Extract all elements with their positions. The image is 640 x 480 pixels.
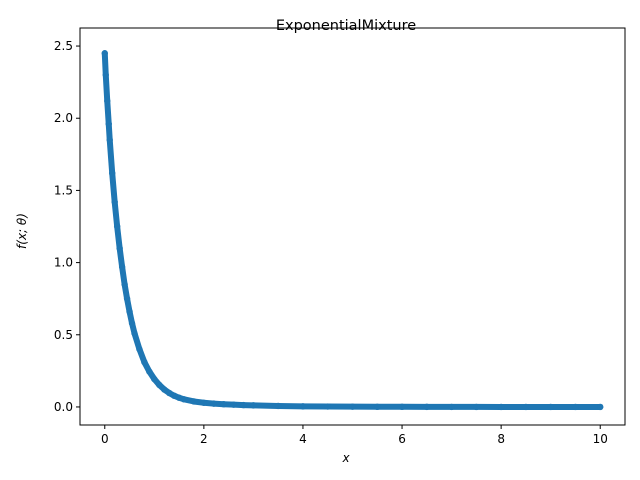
y-tick-label: 0.5 <box>54 328 73 342</box>
data-point <box>102 71 109 79</box>
data-point <box>109 169 116 177</box>
x-tick-label: 10 <box>593 432 608 446</box>
data-point <box>106 136 113 144</box>
data-point <box>180 396 188 403</box>
data-point <box>522 403 530 411</box>
x-axis-ticks: 0 2 4 6 8 10 <box>101 425 608 446</box>
data-point <box>104 97 111 105</box>
data-point <box>156 381 163 389</box>
series-line <box>101 50 604 410</box>
x-axis-label: x <box>341 451 350 465</box>
y-axis-label: f(x; θ) <box>15 213 29 249</box>
data-point <box>597 403 604 411</box>
data-point <box>448 403 455 411</box>
data-point <box>116 244 123 252</box>
data-point <box>349 403 356 410</box>
chart-title: ExponentialMixture <box>276 18 416 34</box>
data-point <box>141 359 148 366</box>
data-point <box>175 394 183 401</box>
data-point <box>165 389 173 397</box>
y-axis-ticks: 0.0 0.5 1.0 1.5 2.0 2.5 <box>54 39 80 414</box>
data-point <box>113 223 121 230</box>
data-point <box>111 198 118 206</box>
axes-frame <box>79 27 626 426</box>
data-point <box>146 368 153 375</box>
data-point <box>423 403 431 411</box>
data-point <box>473 403 480 411</box>
x-tick-label: 2 <box>200 432 208 446</box>
data-point <box>123 295 131 302</box>
data-point <box>497 403 505 411</box>
data-point <box>398 403 406 411</box>
x-tick-label: 4 <box>299 432 307 446</box>
y-tick-label: 2.0 <box>54 111 73 125</box>
x-tick-label: 6 <box>398 432 406 446</box>
data-point <box>161 386 168 393</box>
data-point <box>126 308 133 315</box>
y-tick-label: 1.0 <box>54 256 73 270</box>
data-point <box>118 263 126 271</box>
data-point <box>105 120 112 128</box>
data-point <box>250 402 257 409</box>
data-point <box>151 375 158 383</box>
y-tick-label: 2.5 <box>54 39 73 53</box>
data-point <box>210 400 217 407</box>
data-point <box>220 401 227 408</box>
data-point <box>131 330 138 337</box>
plot-area <box>101 50 604 411</box>
data-point <box>299 403 307 410</box>
data-point <box>240 401 247 409</box>
data-point <box>324 403 331 410</box>
data-point <box>230 401 237 408</box>
x-tick-label: 0 <box>101 432 109 446</box>
y-tick-label: 0.0 <box>54 400 73 414</box>
data-point <box>374 403 381 411</box>
x-tick-label: 8 <box>497 432 505 446</box>
data-point <box>190 398 198 405</box>
y-tick-label: 1.5 <box>54 183 73 197</box>
data-point <box>121 281 128 288</box>
data-point <box>136 346 143 353</box>
data-point <box>200 399 208 406</box>
data-point <box>101 50 108 57</box>
data-point <box>274 402 282 410</box>
data-point <box>128 320 136 327</box>
data-point <box>547 403 554 411</box>
data-point <box>170 392 178 399</box>
data-point <box>572 403 579 411</box>
